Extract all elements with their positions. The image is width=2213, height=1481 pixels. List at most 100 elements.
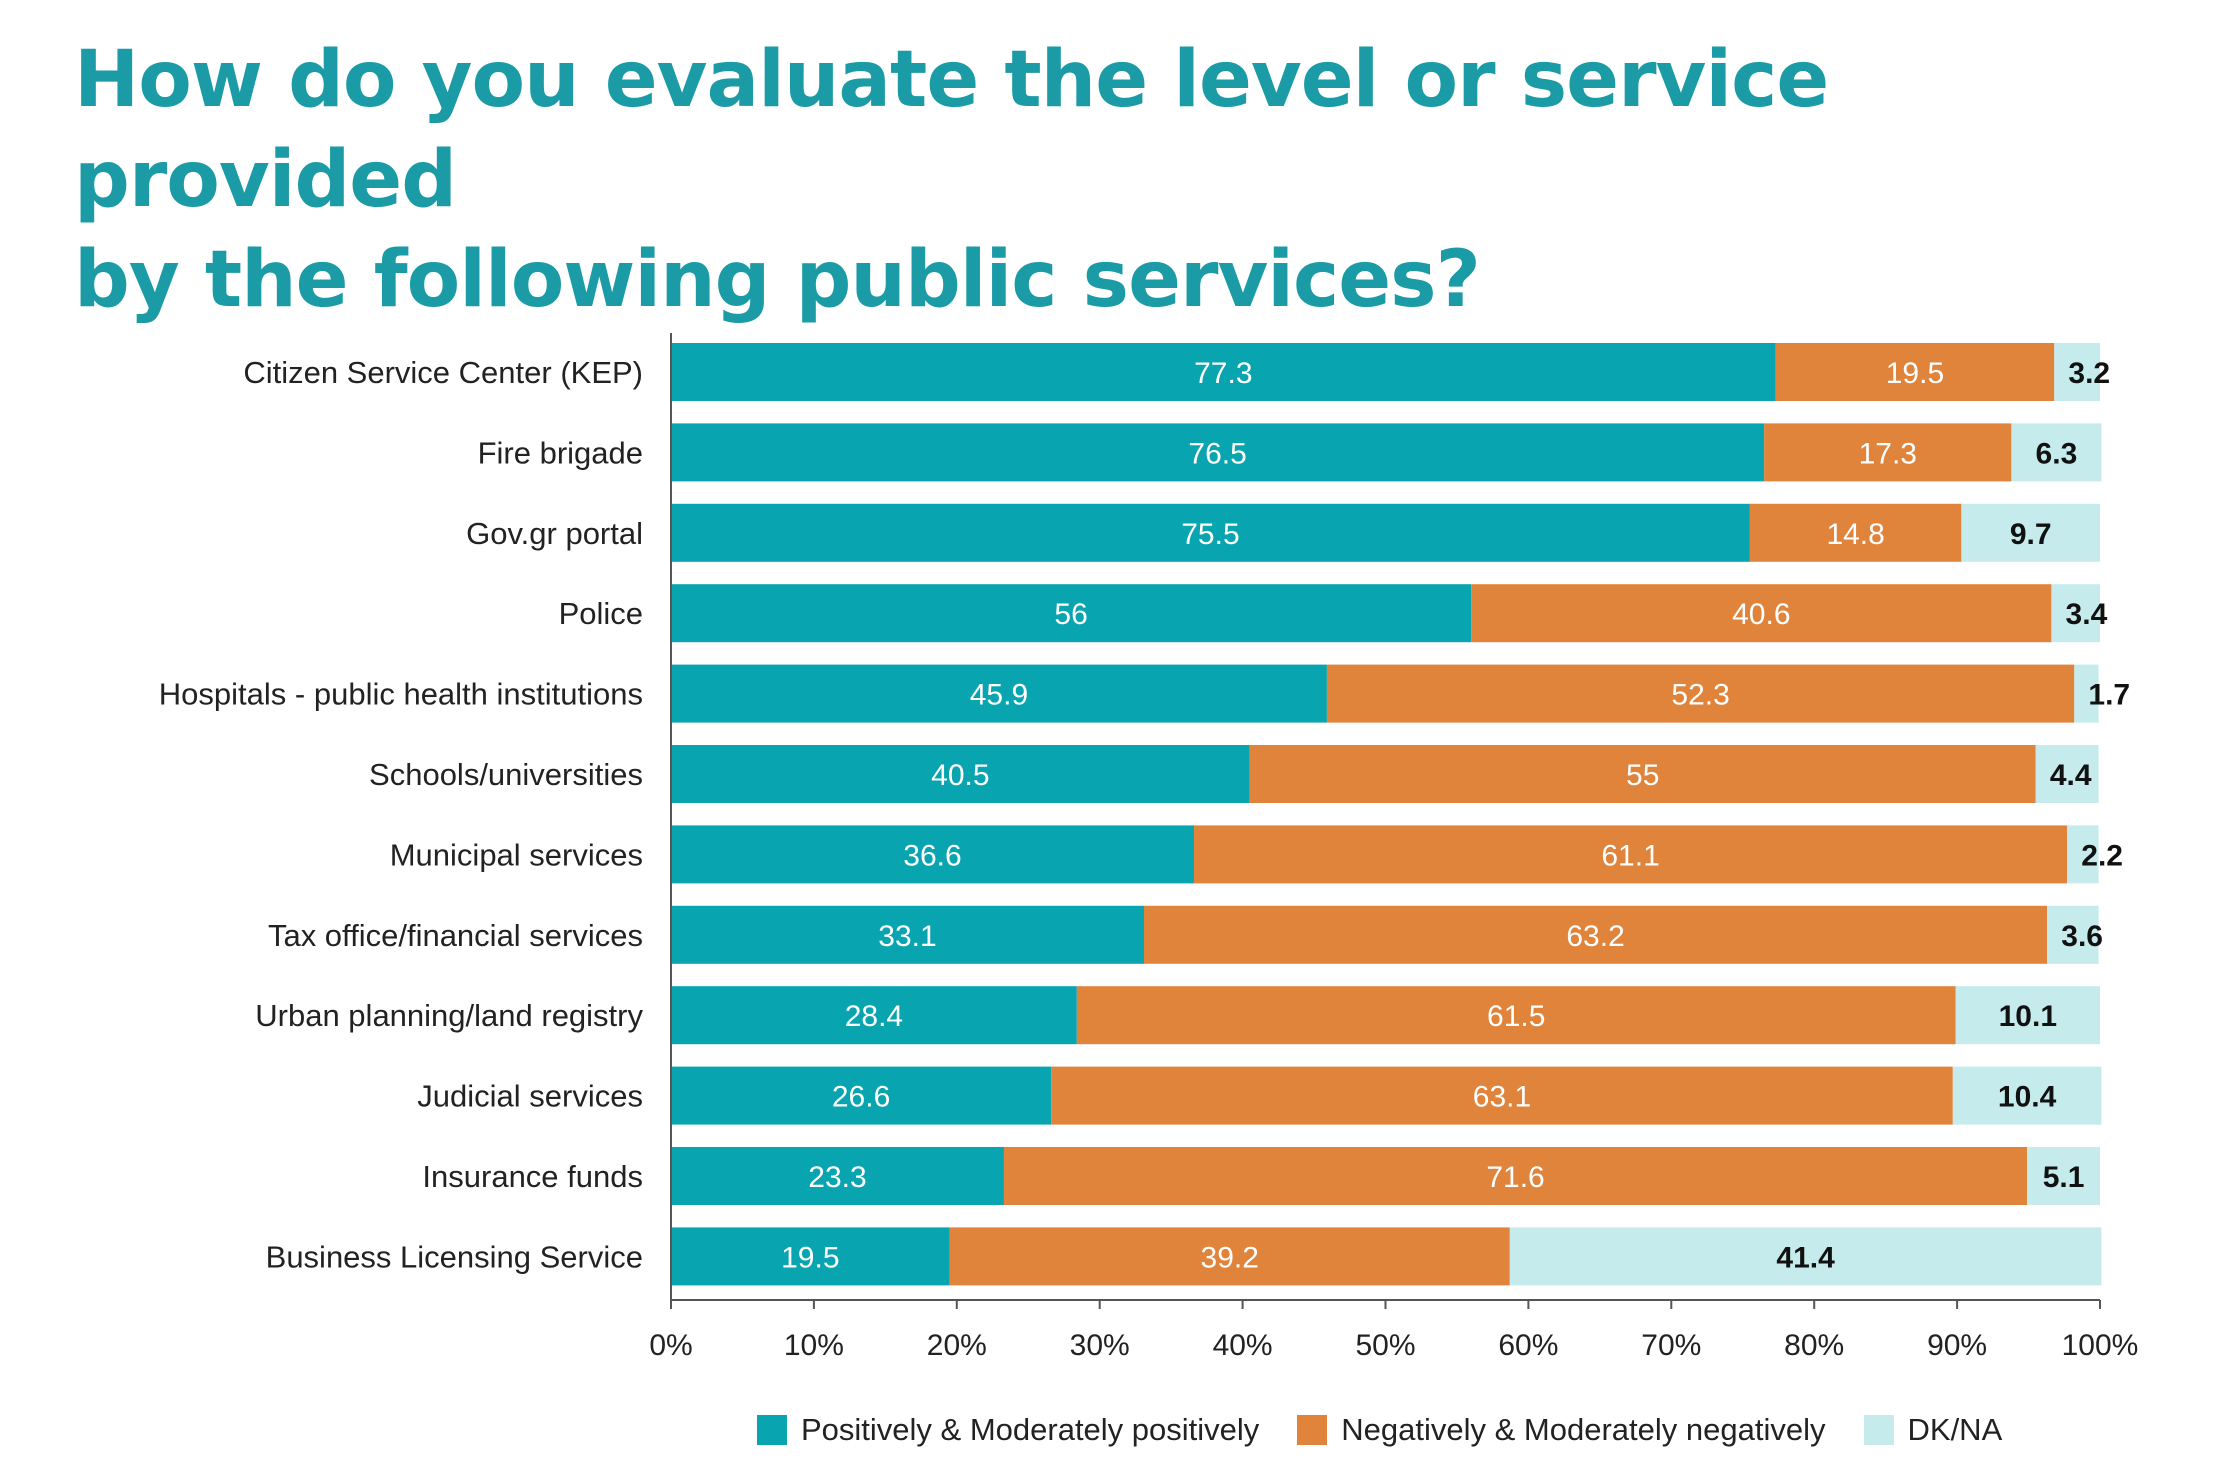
category-label: Hospitals - public health institutions	[159, 677, 643, 712]
data-label: 33.1	[878, 920, 936, 953]
bar-segment	[1955, 986, 2100, 1045]
legend-label-negative: Negatively & Moderately negatively	[1341, 1412, 1826, 1447]
data-label: 39.2	[1201, 1241, 1259, 1274]
bar-segment	[2035, 745, 2099, 803]
x-tick-label: 50%	[1355, 1329, 1415, 1362]
chart-title-line-2: by the following public services?	[74, 235, 1481, 325]
category-label: Tax office/financial services	[268, 918, 643, 953]
category-label: Urban planning/land registry	[255, 998, 643, 1033]
data-label: 19.5	[781, 1241, 839, 1274]
legend-swatch-positive	[757, 1415, 787, 1445]
bar-segment	[2027, 1147, 2100, 1205]
legend-item-negative: Negatively & Moderately negatively	[1297, 1412, 1826, 1448]
data-label: 63.1	[1473, 1081, 1531, 1114]
category-label: Business Licensing Service	[266, 1239, 643, 1274]
data-label: 9.7	[2010, 518, 2052, 551]
chart-title-line-1: How do you evaluate the level or service…	[74, 35, 1829, 225]
data-label: 55	[1626, 759, 1659, 792]
x-tick-label: 60%	[1498, 1329, 1558, 1362]
data-label: 71.6	[1486, 1161, 1544, 1194]
bar-segment	[2051, 584, 2100, 643]
data-label: 63.2	[1566, 920, 1624, 953]
chart-title: How do you evaluate the level or service…	[74, 30, 2174, 330]
bar-segment	[2074, 664, 2099, 723]
data-label: 77.3	[1194, 357, 1252, 390]
bar-segment	[671, 986, 1077, 1045]
data-label: 40.6	[1732, 598, 1790, 631]
data-label: 28.4	[845, 1000, 903, 1033]
data-label: 3.4	[2066, 598, 2108, 631]
bar-segment	[2067, 825, 2099, 884]
legend-label-dkna: DK/NA	[1907, 1412, 2003, 1447]
category-label: Fire brigade	[478, 435, 643, 470]
legend-swatch-negative	[1297, 1415, 1328, 1445]
x-tick-label: 80%	[1784, 1329, 1844, 1362]
bar-segment	[671, 664, 1327, 723]
data-label: 4.4	[2050, 759, 2092, 792]
legend-label-positive: Positively & Moderately positively	[801, 1412, 1260, 1447]
bar-segment	[671, 1066, 1052, 1125]
data-label: 1.7	[2088, 679, 2130, 712]
bar-segment	[1076, 986, 1956, 1045]
bar-segment	[1775, 343, 2055, 401]
category-label: Citizen Service Center (KEP)	[243, 355, 643, 390]
bar-segment	[1326, 664, 2075, 723]
data-label: 10.1	[1999, 1000, 2057, 1033]
x-tick-label: 90%	[1927, 1329, 1987, 1362]
bar-segment	[1952, 1066, 2102, 1125]
bar-segment	[671, 423, 1765, 482]
category-label: Judicial services	[417, 1079, 643, 1114]
bar-segment	[671, 1147, 1004, 1205]
data-label: 41.4	[1776, 1241, 1835, 1274]
data-label: 76.5	[1188, 437, 1246, 470]
bar-segment	[2054, 343, 2100, 401]
bar-segment	[671, 343, 1776, 401]
data-label: 45.9	[970, 679, 1028, 712]
bar-segment	[1143, 905, 2048, 964]
data-label: 2.2	[2081, 839, 2123, 872]
bar-segment	[1194, 825, 2068, 884]
data-label: 36.6	[903, 839, 961, 872]
bar-segment	[671, 584, 1472, 643]
bar-segment	[2047, 905, 2099, 964]
x-tick-label: 30%	[1070, 1329, 1130, 1362]
x-tick-label: 70%	[1641, 1329, 1701, 1362]
category-label: Gov.gr portal	[466, 516, 643, 551]
bar-segment	[1471, 584, 2052, 643]
x-tick-label: 10%	[784, 1329, 844, 1362]
data-label: 5.1	[2043, 1161, 2085, 1194]
bar-segment	[1051, 1066, 1953, 1125]
data-label: 17.3	[1859, 437, 1917, 470]
bar-segment	[671, 745, 1250, 803]
category-label: Municipal services	[390, 837, 643, 872]
legend-swatch-dkna	[1863, 1415, 1894, 1445]
category-label: Insurance funds	[422, 1159, 643, 1194]
bar-segment	[671, 825, 1195, 884]
data-label: 6.3	[2036, 437, 2078, 470]
data-label: 3.2	[2068, 357, 2110, 390]
x-tick-label: 40%	[1213, 1329, 1273, 1362]
x-tick-label: 20%	[927, 1329, 987, 1362]
bar-segment	[1003, 1147, 2028, 1205]
data-label: 40.5	[931, 759, 989, 792]
category-label: Schools/universities	[369, 757, 643, 792]
data-label: 52.3	[1671, 679, 1729, 712]
bar-segment	[1749, 503, 1962, 562]
bar-segment	[671, 503, 1750, 562]
data-label: 61.1	[1601, 839, 1659, 872]
data-label: 19.5	[1886, 357, 1944, 390]
bar-segment	[1509, 1227, 2102, 1286]
bar-segment	[1764, 423, 2012, 482]
bar-segment	[949, 1227, 1510, 1286]
chart-legend: Positively & Moderately positively Negat…	[757, 1405, 2040, 1455]
data-label: 26.6	[832, 1081, 890, 1114]
data-label: 10.4	[1998, 1081, 2057, 1114]
data-label: 14.8	[1826, 518, 1884, 551]
bar-segment	[1961, 503, 2100, 562]
data-label: 56	[1054, 598, 1087, 631]
data-label: 75.5	[1181, 518, 1239, 551]
legend-item-dkna: DK/NA	[1863, 1412, 2003, 1448]
category-label: Police	[559, 596, 643, 631]
bar-segment	[671, 905, 1144, 964]
